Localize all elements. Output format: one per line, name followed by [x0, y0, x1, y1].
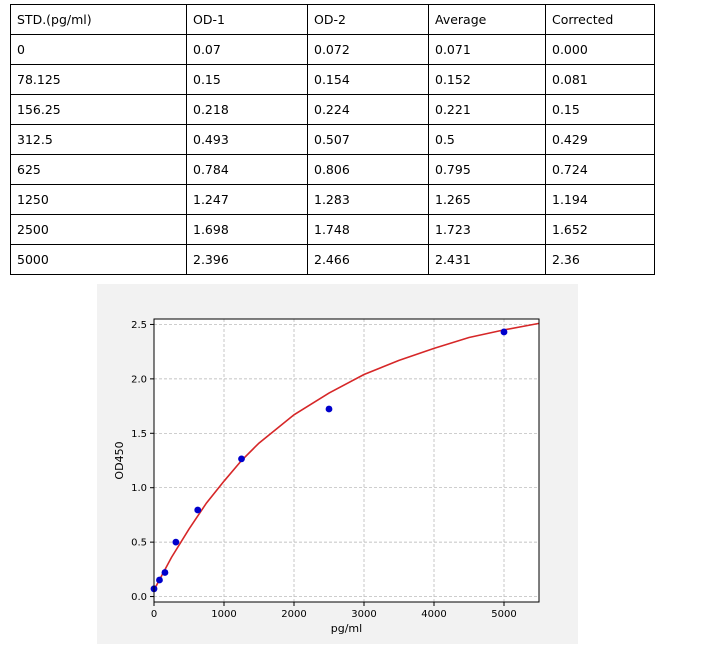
table-cell: 2.431	[428, 244, 546, 275]
table-cell: 2.396	[186, 244, 308, 275]
data-point	[194, 506, 202, 514]
x-tick-label: 1000	[211, 609, 236, 620]
table-row: 312.5 0.493 0.507 0.5 0.429	[10, 124, 655, 155]
data-point	[325, 405, 333, 413]
plot-panel: 0 1000 2000 3000 4000 5000 0.0 0.5 1.0 1.5 2.0 2.5…	[97, 284, 578, 644]
data-point	[238, 455, 245, 463]
table-cell: 625	[10, 154, 187, 185]
table-cell: 1.283	[307, 184, 429, 215]
x-tick-label: 5000	[491, 609, 516, 620]
y-tick-label: 1.0	[131, 483, 147, 494]
data-point	[161, 569, 169, 576]
header-cell: OD-2	[307, 4, 429, 35]
y-tick-label: 2.5	[131, 320, 147, 331]
table-cell: 0.071	[428, 34, 546, 65]
y-tick-label: 0.5	[131, 538, 147, 549]
table-row: 0 0.07 0.072 0.071 0.000	[10, 34, 655, 65]
standard-curve-chart: 0 1000 2000 3000 4000 5000 0.0 0.5 1.0 1.5 2.0 2.5…	[113, 318, 540, 635]
y-tick-label: 0.0	[131, 592, 147, 603]
table-cell: 0.152	[428, 64, 546, 95]
fit-curve	[153, 322, 540, 591]
x-axis-label: pg/ml	[331, 622, 362, 635]
header-cell: STD.(pg/ml)	[10, 4, 187, 35]
table-cell: 0.507	[307, 124, 429, 155]
table-cell: 0.724	[545, 154, 655, 185]
table-row: 625 0.784 0.806 0.795 0.724	[10, 154, 655, 185]
table-cell: 2.36	[545, 244, 655, 275]
table-cell: 5000	[10, 244, 187, 275]
table-cell: 0.493	[186, 124, 308, 155]
header-cell: Corrected	[545, 4, 655, 35]
table-cell: 0.224	[307, 94, 429, 125]
table-cell: 2500	[10, 214, 187, 245]
table-cell: 1.698	[186, 214, 308, 245]
data-point	[156, 576, 163, 584]
header-row: STD.(pg/ml) OD-1 OD-2 Average Corrected	[10, 4, 655, 35]
table-row: 78.125 0.15 0.154 0.152 0.081	[10, 64, 655, 95]
table-cell: 0.000	[545, 34, 655, 65]
table-cell: 1.247	[186, 184, 308, 215]
table-cell: 312.5	[10, 124, 187, 155]
x-tick-label: 0	[151, 609, 157, 620]
table-row: 1250 1.247 1.283 1.265 1.194	[10, 184, 655, 215]
table-cell: 0.15	[186, 64, 308, 95]
table-cell: 1.265	[428, 184, 546, 215]
standard-curve-table: STD.(pg/ml) OD-1 OD-2 Average Corrected 0 0.07…	[10, 4, 655, 275]
table-cell: 0.15	[545, 94, 655, 125]
table-cell: 1250	[10, 184, 187, 215]
table-row: 156.25 0.218 0.224 0.221 0.15	[10, 94, 655, 125]
header-cell: Average	[428, 4, 546, 35]
table-cell: 156.25	[10, 94, 187, 125]
plot-area	[154, 319, 539, 602]
y-tick-label: 1.5	[131, 429, 147, 440]
data-point	[172, 538, 180, 546]
table-cell: 0.081	[545, 64, 655, 95]
y-tick-label: 2.0	[131, 374, 147, 385]
table-cell: 0.806	[307, 154, 429, 185]
x-tick-label: 3000	[351, 609, 376, 620]
table-cell: 1.194	[545, 184, 655, 215]
table-cell: 0.221	[428, 94, 546, 125]
table-cell: 0.795	[428, 154, 546, 185]
header-cell: OD-1	[186, 4, 308, 35]
table-cell: 1.748	[307, 214, 429, 245]
x-tick-label: 4000	[421, 609, 446, 620]
plot-frame	[153, 318, 540, 603]
data-point	[500, 328, 508, 336]
table-cell: 1.652	[545, 214, 655, 245]
table-cell: 0	[10, 34, 187, 65]
table-cell: 0.154	[307, 64, 429, 95]
table-cell: 0.072	[307, 34, 429, 65]
table-cell: 0.5	[428, 124, 546, 155]
table-cell: 0.429	[545, 124, 655, 155]
table-cell: 2.466	[307, 244, 429, 275]
x-tick-label: 2000	[281, 609, 306, 620]
table-cell: 0.07	[186, 34, 308, 65]
table-cell: 78.125	[10, 64, 187, 95]
table-row: 2500 1.698 1.748 1.723 1.652	[10, 214, 655, 245]
table-row: 5000 2.396 2.466 2.431 2.36	[10, 244, 655, 275]
table-cell: 0.784	[186, 154, 308, 185]
table-cell: 0.218	[186, 94, 308, 125]
y-axis-label: OD450	[113, 441, 126, 479]
table-cell: 1.723	[428, 214, 546, 245]
